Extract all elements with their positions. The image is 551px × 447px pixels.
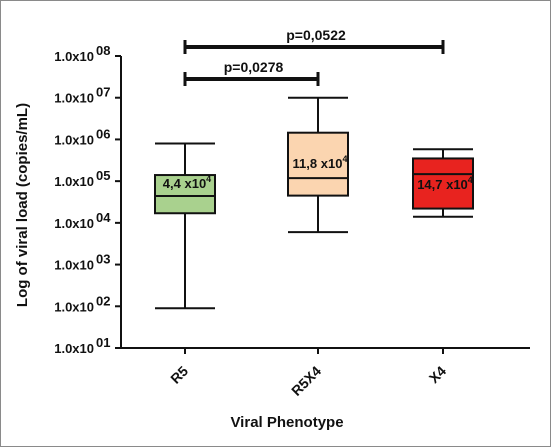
- y-tick-label: 1.0x10: [54, 341, 94, 356]
- x-tick-label-r5x4: R5X4: [288, 363, 324, 399]
- box-label: 14,7 x104: [417, 175, 473, 192]
- y-tick-label: 1.0x10: [54, 258, 94, 273]
- y-tick-exponent: 05: [96, 168, 110, 183]
- y-tick-exponent: 03: [96, 252, 110, 267]
- y-tick-exponent: 08: [96, 43, 110, 58]
- box-label: 11,8 x104: [293, 154, 348, 171]
- significance-bracket: p=0,0522: [183, 27, 445, 54]
- y-tick-exponent: 02: [96, 293, 110, 308]
- box-r5x4: 11,8 x104: [287, 96, 349, 234]
- boxes: 4,4 x104 11,8 x104 14,7 x104: [154, 96, 474, 310]
- y-tick-exponent: 07: [96, 85, 110, 100]
- y-tick-exponent: 06: [96, 126, 110, 141]
- y-tick-label: 1.0x10: [54, 299, 94, 314]
- y-tick-label: 1.0x10: [54, 91, 94, 106]
- box-iqr: [154, 174, 216, 215]
- significance-bracket: p=0,0278: [183, 59, 320, 86]
- x-tick-label-x4: X4: [426, 363, 450, 387]
- x-tick-label-r5: R5: [167, 363, 191, 387]
- y-axis-title: Log of viral load (copies/mL): [14, 103, 31, 307]
- y-tick-label: 1.0x10: [54, 132, 94, 147]
- x-axis: R5 R5X4 X4: [121, 347, 530, 399]
- p-value-label: p=0,0522: [286, 27, 346, 43]
- y-tick-exponent: 04: [96, 210, 111, 225]
- p-value-label: p=0,0278: [224, 59, 284, 75]
- y-tick-label: 1.0x10: [54, 174, 94, 189]
- box-x4: 14,7 x104: [412, 148, 474, 218]
- box-iqr: [287, 131, 349, 197]
- box-r5: 4,4 x104: [154, 142, 216, 310]
- y-axis: 1.0x10 011.0x10 021.0x10 031.0x10 041.0x10 05…: [54, 43, 122, 356]
- y-tick-exponent: 01: [96, 335, 110, 350]
- x-axis-title: Viral Phenotype: [230, 414, 343, 431]
- box-label: 4,4 x104: [163, 174, 211, 191]
- y-tick-label: 1.0x10: [54, 49, 94, 64]
- box-iqr: [412, 157, 474, 210]
- y-tick-label: 1.0x10: [54, 216, 94, 231]
